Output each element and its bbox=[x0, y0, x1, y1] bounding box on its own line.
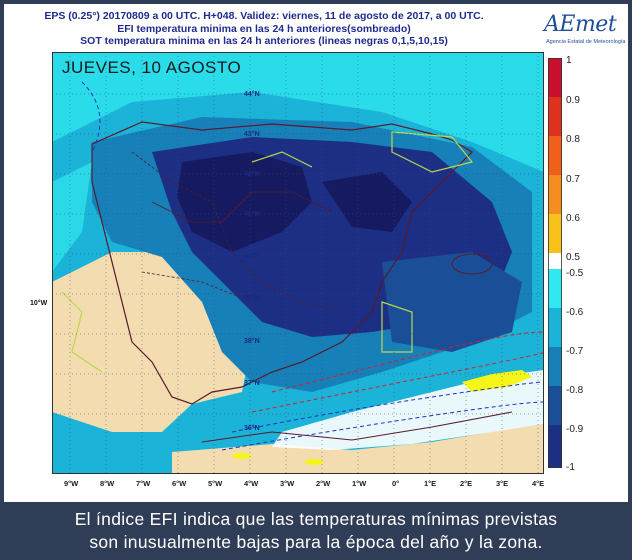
lat-label-38: 38°N bbox=[244, 338, 260, 345]
sot-contour-ne bbox=[391, 131, 474, 173]
colorbar-cell bbox=[548, 214, 562, 253]
lon-label-2w: 2°W bbox=[316, 479, 331, 488]
lon-label-5w: 5°W bbox=[208, 479, 223, 488]
efi-positive-patch-south bbox=[232, 453, 252, 459]
logo-wordmark: AEmet bbox=[544, 12, 617, 37]
lon-label-4e: 4°E bbox=[532, 479, 545, 488]
lon-label-1w: 1°W bbox=[352, 479, 367, 488]
coastline-africa bbox=[201, 411, 513, 443]
lon-label-1e: 1°E bbox=[424, 479, 437, 488]
border-portugal bbox=[141, 271, 253, 303]
efi-positive-patch-algeria bbox=[462, 370, 532, 392]
caption-line-1: El índice EFI indica que las temperatura… bbox=[74, 509, 558, 529]
colorbar-label-0.6: 0.6 bbox=[566, 213, 580, 224]
admin-borders-2 bbox=[151, 191, 333, 223]
efi-map bbox=[52, 52, 544, 474]
efi-band-med bbox=[382, 252, 522, 352]
colorbar-cell bbox=[548, 425, 562, 468]
colorbar-cell bbox=[548, 136, 562, 175]
lon-label-2e: 2°E bbox=[460, 479, 473, 488]
lat-label-41: 41°N bbox=[244, 211, 260, 218]
colorbar-cell bbox=[548, 97, 562, 136]
lat-label-44: 44°N bbox=[244, 91, 260, 98]
caption: El índice EFI indica que las temperatura… bbox=[0, 508, 632, 554]
colorbar-label--0.7: -0.7 bbox=[566, 346, 584, 357]
lon-label-8w: 8°W bbox=[100, 479, 115, 488]
colorbar-label-0.7: 0.7 bbox=[566, 174, 580, 185]
sot-contour-west bbox=[61, 291, 103, 373]
lon-label-0: 0° bbox=[392, 479, 400, 488]
colorbar-label--0.8: -0.8 bbox=[566, 385, 584, 396]
colorbar-label-0.5: 0.5 bbox=[566, 252, 580, 263]
aemet-logo: AEmet Agencia Estatal de Meteorología bbox=[544, 12, 626, 50]
colorbar-cell bbox=[548, 308, 562, 347]
logo-subtitle: Agencia Estatal de Meteorología bbox=[546, 39, 626, 45]
colorbar-label-1: 1 bbox=[566, 55, 572, 66]
admin-borders bbox=[131, 151, 343, 313]
colorbar-cell bbox=[548, 175, 562, 214]
colorbar-label-0.9: 0.9 bbox=[566, 95, 580, 106]
lon-label-4w: 4°W bbox=[244, 479, 259, 488]
header-line-1: EPS (0.25°) 20170809 a 00 UTC. H+048. Va… bbox=[44, 10, 484, 22]
lon-label-3w: 3°W bbox=[280, 479, 295, 488]
contour-blue-1 bbox=[231, 381, 544, 433]
map-header: EPS (0.25°) 20170809 a 00 UTC. H+048. Va… bbox=[4, 10, 524, 48]
map-border bbox=[52, 52, 544, 474]
colorbar-label--1: -1 bbox=[566, 462, 575, 473]
colorbar-cell bbox=[548, 347, 562, 386]
lat-label-42: 42°N bbox=[244, 171, 260, 178]
lat-label-39: 39°N bbox=[244, 295, 260, 302]
lon-label-7w: 7°W bbox=[136, 479, 151, 488]
colorbar-cell bbox=[548, 269, 562, 308]
map-overlay-title: JUEVES, 10 AGOSTO bbox=[62, 58, 242, 77]
land-nosignal-africa bbox=[172, 424, 544, 474]
lon-side-label: 10°W bbox=[30, 300, 48, 307]
lon-label-9w: 9°W bbox=[64, 479, 79, 488]
colorbar-label-0.8: 0.8 bbox=[566, 134, 580, 145]
coastline-iberia bbox=[91, 121, 473, 405]
contour-red-1 bbox=[271, 331, 544, 393]
contour-blue-north bbox=[81, 81, 101, 153]
contour-red-2 bbox=[251, 351, 544, 413]
colorbar-label--0.5: -0.5 bbox=[566, 268, 584, 279]
efi-positive-patch-south-2 bbox=[305, 459, 323, 465]
efi-band-darkest-center bbox=[177, 152, 312, 252]
lat-label-43: 43°N bbox=[244, 131, 260, 138]
lat-label-40: 40°N bbox=[244, 253, 260, 260]
colorbar-cell bbox=[548, 58, 562, 97]
sot-contour-med bbox=[381, 301, 413, 353]
sot-contour-center bbox=[251, 151, 313, 168]
efi-colorbar bbox=[548, 58, 562, 468]
colorbar-label--0.6: -0.6 bbox=[566, 307, 584, 318]
lon-label-3e: 3°E bbox=[496, 479, 509, 488]
efi-band-cyan-north bbox=[52, 52, 544, 172]
header-line-3: SOT temperatura minima en las 24 h anter… bbox=[80, 35, 448, 47]
lat-label-36: 36°N bbox=[244, 425, 260, 432]
caption-line-2: son inusualmente bajas para la época del… bbox=[89, 532, 543, 552]
colorbar-cell bbox=[548, 253, 562, 269]
contour-blue-2 bbox=[221, 401, 544, 451]
header-line-2: EFI temperatura minima en las 24 h anter… bbox=[117, 22, 411, 35]
efi-band-cyan-west bbox=[52, 162, 92, 272]
colorbar-cell bbox=[548, 386, 562, 425]
colorbar-label--0.9: -0.9 bbox=[566, 424, 584, 435]
lat-label-37: 37°N bbox=[244, 380, 260, 387]
lon-label-6w: 6°W bbox=[172, 479, 187, 488]
efi-band-darkest-east bbox=[322, 172, 412, 232]
